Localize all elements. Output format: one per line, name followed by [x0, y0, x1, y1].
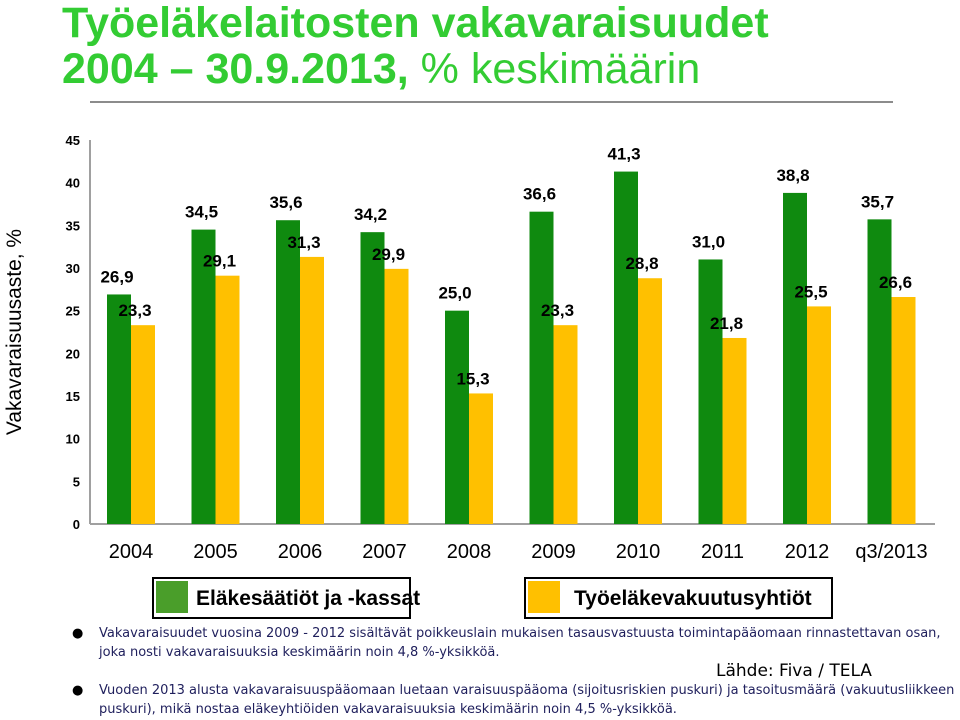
bar-elakesaatiot — [191, 229, 216, 524]
data-label: 34,5 — [185, 203, 218, 222]
bullet-icon: ● — [72, 683, 84, 698]
title-divider — [90, 101, 893, 103]
data-label: 35,7 — [861, 192, 894, 211]
y-tick-label: 25 — [66, 304, 80, 319]
bar-tyoelakevakuutusyhtiot — [638, 278, 662, 524]
data-label: 25,0 — [438, 284, 471, 303]
footnote-2-text: Vuoden 2013 alusta vakavaraisuuspääomaan… — [99, 683, 955, 717]
y-tick-label: 20 — [66, 346, 80, 361]
source-note: Lähde: Fiva / TELA — [716, 661, 872, 681]
y-tick-label: 40 — [66, 176, 80, 191]
bar-tyoelakevakuutusyhtiot — [722, 337, 747, 524]
y-tick-label: 15 — [66, 389, 80, 404]
footnote-2: ● Vuoden 2013 alusta vakavaraisuuspääoma… — [72, 681, 957, 719]
title-line-2-bold: 2004 – 30.9.2013, — [62, 45, 409, 93]
y-tick-label: 10 — [66, 432, 80, 447]
x-tick-label: 2010 — [616, 541, 661, 563]
footnotes: ● Vakavaraisuudet vuosina 2009 - 2012 si… — [72, 624, 957, 719]
chart-labels: 26,9 23,3 34,5 29,1 35,6 31,3 34,2 29,9 25,0 15,3… — [100, 145, 912, 389]
data-label: 35,6 — [269, 193, 302, 212]
bar-chart: 0 5 10 15 20 25 30 35 40 45 Vakavaraisuusaste, % 20… — [3, 133, 935, 563]
x-tick-label: q3/2013 — [855, 541, 927, 563]
data-label: 31,0 — [692, 232, 725, 251]
legend-swatch-yellow — [528, 581, 560, 613]
data-label: 21,8 — [710, 314, 743, 333]
bar-tyoelakevakuutusyhtiot — [891, 297, 916, 524]
data-label: 29,1 — [203, 252, 236, 271]
data-label: 41,3 — [607, 145, 640, 164]
x-tick-label: 2007 — [362, 541, 407, 563]
bar-elakesaatiot — [698, 259, 723, 524]
data-label: 31,3 — [287, 233, 320, 252]
y-tick-label: 0 — [73, 517, 80, 532]
x-tick-label: 2009 — [531, 541, 576, 563]
y-tick-label: 45 — [66, 133, 80, 148]
data-label: 29,9 — [372, 245, 405, 264]
bar-tyoelakevakuutusyhtiot — [469, 393, 493, 524]
slide-title: Työeläkelaitosten vakavaraisuudet 2004 –… — [62, 0, 942, 92]
title-line-2: 2004 – 30.9.2013, % keskimäärin — [62, 46, 942, 92]
footnote-1: ● Vakavaraisuudet vuosina 2009 - 2012 si… — [72, 624, 957, 662]
legend-label-series-2: Työeläkevakuutusyhtiöt — [574, 587, 812, 610]
data-label: 28,8 — [625, 254, 658, 273]
bar-elakesaatiot — [529, 211, 554, 524]
x-tick-label: 2006 — [278, 541, 323, 563]
y-axis-title: Vakavaraisuusaste, % — [3, 229, 26, 435]
data-label: 23,3 — [118, 301, 151, 320]
bar-tyoelakevakuutusyhtiot — [553, 325, 578, 524]
data-label: 36,6 — [523, 185, 556, 204]
x-tick-label: 2005 — [193, 541, 238, 563]
x-tick-label: 2011 — [701, 541, 744, 563]
bar-elakesaatiot — [867, 219, 892, 525]
legend-item-series-1: Eläkesäätiöt ja -kassat — [152, 577, 420, 619]
data-label: 25,5 — [794, 282, 827, 301]
legend-label-series-1: Eläkesäätiöt ja -kassat — [196, 587, 421, 610]
bar-elakesaatiot — [445, 310, 469, 524]
bar-elakesaatiot — [614, 171, 638, 524]
data-label: 26,6 — [879, 273, 912, 292]
bar-elakesaatiot — [107, 294, 131, 524]
data-label: 26,9 — [100, 267, 133, 286]
data-label: 34,2 — [354, 205, 387, 224]
bar-tyoelakevakuutusyhtiot — [131, 325, 155, 524]
y-tick-label: 5 — [73, 474, 80, 489]
legend-item-series-2: Työeläkevakuutusyhtiöt — [524, 577, 833, 619]
bar-tyoelakevakuutusyhtiot — [300, 256, 324, 524]
bar-tyoelakevakuutusyhtiot — [384, 268, 409, 524]
y-tick-label: 30 — [66, 261, 80, 276]
bar-tyoelakevakuutusyhtiot — [215, 275, 240, 524]
data-label: 38,8 — [776, 166, 809, 185]
bar-tyoelakevakuutusyhtiot — [807, 306, 831, 524]
x-tick-label: 2004 — [109, 541, 154, 563]
x-tick-label: 2012 — [785, 541, 830, 563]
title-line-2-rest: % keskimäärin — [408, 45, 701, 93]
bar-elakesaatiot — [360, 232, 385, 524]
bullet-icon: ● — [72, 626, 84, 641]
footnote-1-text: Vakavaraisuudet vuosina 2009 - 2012 sisä… — [99, 626, 941, 660]
x-tick-label: 2008 — [447, 541, 492, 563]
chart-axes: 0 5 10 15 20 25 30 35 40 45 Vakavaraisuusaste, % 20… — [3, 133, 935, 563]
data-label: 15,3 — [456, 369, 489, 388]
bar-elakesaatiot — [783, 192, 807, 524]
title-line-1: Työeläkelaitosten vakavaraisuudet — [62, 0, 769, 47]
chart-bars — [107, 171, 916, 525]
legend-swatch-green — [156, 581, 188, 613]
y-tick-label: 35 — [66, 218, 80, 233]
data-label: 23,3 — [541, 301, 574, 320]
bar-elakesaatiot — [276, 220, 300, 525]
